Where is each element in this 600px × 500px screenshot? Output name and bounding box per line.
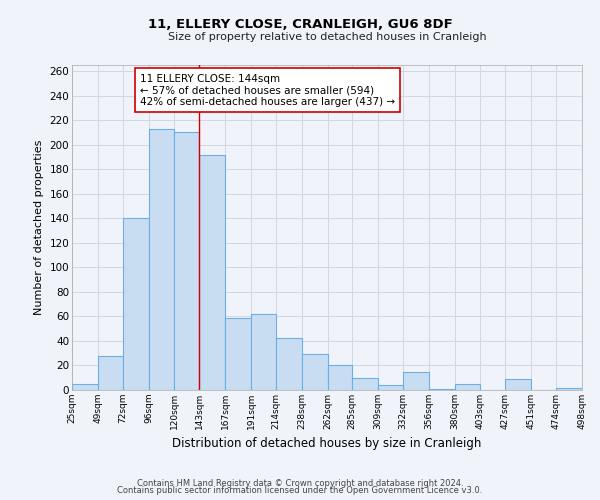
Text: Contains public sector information licensed under the Open Government Licence v3: Contains public sector information licen… xyxy=(118,486,482,495)
Bar xyxy=(328,366,352,390)
Bar xyxy=(251,314,276,390)
Text: Contains HM Land Registry data © Crown copyright and database right 2024.: Contains HM Land Registry data © Crown c… xyxy=(137,478,463,488)
Bar xyxy=(98,356,122,390)
Bar xyxy=(225,318,251,390)
Title: Size of property relative to detached houses in Cranleigh: Size of property relative to detached ho… xyxy=(167,32,487,42)
Bar xyxy=(429,389,455,390)
Bar xyxy=(149,129,175,390)
Bar xyxy=(378,385,403,390)
Text: 11 ELLERY CLOSE: 144sqm
← 57% of detached houses are smaller (594)
42% of semi-d: 11 ELLERY CLOSE: 144sqm ← 57% of detache… xyxy=(140,74,395,107)
Bar xyxy=(352,378,378,390)
Bar xyxy=(403,372,429,390)
Bar xyxy=(302,354,328,390)
X-axis label: Distribution of detached houses by size in Cranleigh: Distribution of detached houses by size … xyxy=(172,438,482,450)
Bar xyxy=(122,218,149,390)
Text: 11, ELLERY CLOSE, CRANLEIGH, GU6 8DF: 11, ELLERY CLOSE, CRANLEIGH, GU6 8DF xyxy=(148,18,452,30)
Y-axis label: Number of detached properties: Number of detached properties xyxy=(34,140,44,315)
Bar xyxy=(556,388,582,390)
Bar xyxy=(72,384,98,390)
Bar xyxy=(175,132,199,390)
Bar xyxy=(199,154,225,390)
Bar xyxy=(276,338,302,390)
Bar xyxy=(455,384,479,390)
Bar xyxy=(505,379,532,390)
